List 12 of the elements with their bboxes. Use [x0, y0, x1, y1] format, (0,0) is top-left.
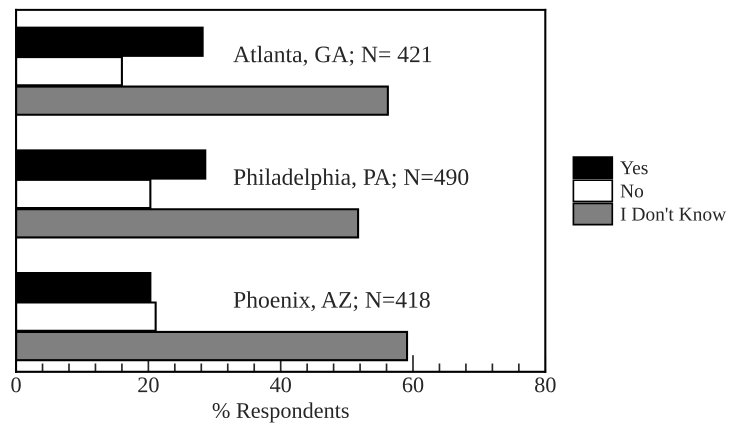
x-tick-label: 20 — [138, 377, 159, 392]
legend-label: No — [620, 184, 644, 198]
x-tick-label: 80 — [535, 377, 556, 392]
x-tick-label: 0 — [11, 377, 21, 392]
x-tick-label: 60 — [402, 377, 424, 392]
legend-label: I Don't Know — [620, 208, 726, 221]
y-tick-label: Phoenix, AZ; N=418 — [234, 291, 430, 312]
y-tick-label: Philadelphia, PA; N=490 — [234, 168, 468, 190]
legend-label: Yes — [620, 161, 648, 174]
y-tick-label: Atlanta, GA; N= 421 — [233, 46, 432, 66]
x-tick-label: 40 — [270, 377, 291, 392]
x-axis-title: % Respondents — [212, 402, 349, 423]
